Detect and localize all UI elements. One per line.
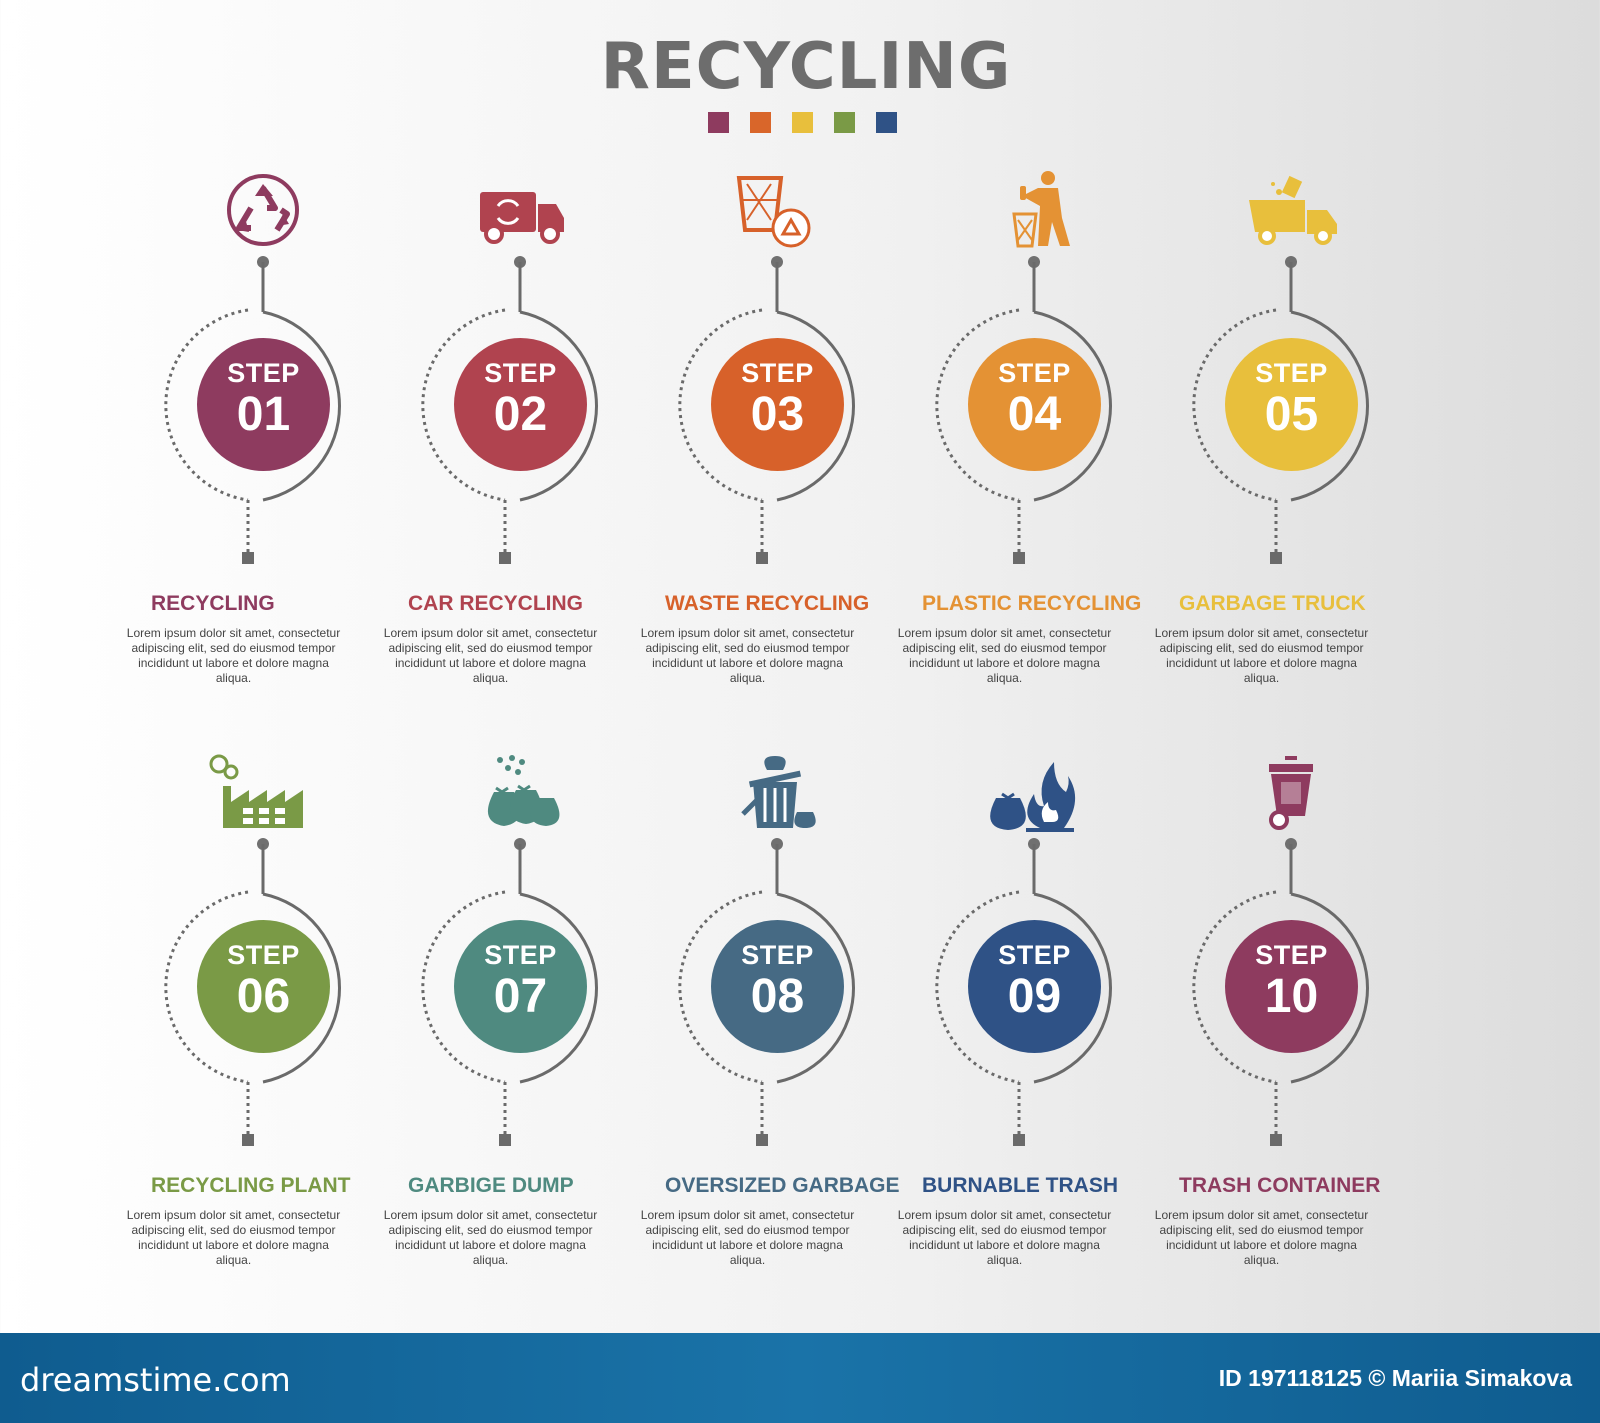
step-description: Lorem ipsum dolor sit amet, consectetur … [1154,626,1369,685]
step-connector [421,838,598,1146]
color-swatch [834,112,855,133]
waste-basket-recycle-icon [717,170,837,250]
step-connector [1192,256,1369,564]
step-description: Lorem ipsum dolor sit amet, consectetur … [126,626,341,685]
step-card: STEP 07 GARBIGE DUMP Lorem ipsum dolor s… [378,752,634,1272]
step-description: Lorem ipsum dolor sit amet, consectetur … [126,1208,341,1267]
step-number: 01 [236,388,291,441]
step-connector [164,256,341,564]
brand-logo-text: dreamstime.com [20,1361,291,1399]
step-card: STEP 05 GARBAGE TRUCK Lorem ipsum dolor … [1149,170,1405,690]
color-swatches [708,112,897,133]
step-card: STEP 10 TRASH CONTAINER Lorem ipsum dolo… [1149,752,1405,1272]
step-card: STEP 01 RECYCLING Lorem ipsum dolor sit … [121,170,377,690]
step-number: 10 [1264,970,1319,1023]
step-circle: STEP 08 [711,920,844,1053]
step-description: Lorem ipsum dolor sit amet, consectetur … [897,626,1112,685]
step-word: STEP [484,358,557,388]
person-throwing-trash-icon [974,170,1094,250]
color-swatch [876,112,897,133]
step-circle: STEP 10 [1225,920,1358,1053]
recycling-truck-icon [460,170,580,250]
step-card: STEP 08 OVERSIZED GARBAGE Lorem ipsum do… [635,752,900,1272]
step-description: Lorem ipsum dolor sit amet, consectetur … [383,626,598,685]
garbage-bags-icon [460,752,580,832]
step-card: STEP 02 CAR RECYCLING Lorem ipsum dolor … [378,170,634,690]
step-word: STEP [227,940,300,970]
step-description: Lorem ipsum dolor sit amet, consectetur … [1154,1208,1369,1267]
garbage-truck-icon [1231,170,1351,250]
step-label: GARBAGE TRUCK [1179,592,1366,615]
step-label: RECYCLING [151,592,275,615]
step-label: WASTE RECYCLING [665,592,870,615]
step-circle: STEP 07 [454,920,587,1053]
step-circle: STEP 03 [711,338,844,471]
wheelie-bin-icon [1231,752,1351,832]
step-circle: STEP 02 [454,338,587,471]
step-circle: STEP 06 [197,920,330,1053]
step-description: Lorem ipsum dolor sit amet, consectetur … [897,1208,1112,1267]
step-label: PLASTIC RECYCLING [922,592,1142,615]
step-number: 08 [750,970,805,1023]
color-swatch [792,112,813,133]
color-swatch [750,112,771,133]
step-label: BURNABLE TRASH [922,1174,1118,1197]
step-word: STEP [1255,358,1328,388]
step-number: 09 [1007,970,1062,1023]
step-label: RECYCLING PLANT [151,1174,351,1197]
step-connector [1192,838,1369,1146]
step-number: 04 [1007,388,1062,441]
step-circle: STEP 05 [1225,338,1358,471]
step-label: GARBIGE DUMP [408,1174,574,1197]
step-connector [421,256,598,564]
step-number: 07 [493,970,548,1023]
step-label: CAR RECYCLING [408,592,584,615]
image-credit: ID 197118125 © Mariia Simakova [1218,1365,1572,1391]
trash-can-bags-icon [717,752,837,832]
step-word: STEP [998,940,1071,970]
step-card: STEP 03 WASTE RECYCLING Lorem ipsum dolo… [635,170,891,690]
step-description: Lorem ipsum dolor sit amet, consectetur … [383,1208,598,1267]
burning-trash-icon [974,752,1094,832]
step-word: STEP [1255,940,1328,970]
step-connector [935,256,1112,564]
step-card: STEP 04 PLASTIC RECYCLING Lorem ipsum do… [892,170,1148,690]
page-title: RECYCLING [600,30,1012,104]
step-circle: STEP 09 [968,920,1101,1053]
factory-icon [203,752,323,832]
step-connector [678,256,855,564]
color-swatch [708,112,729,133]
step-label: TRASH CONTAINER [1179,1174,1381,1197]
step-word: STEP [227,358,300,388]
step-card: STEP 06 RECYCLING PLANT Lorem ipsum dolo… [121,752,377,1272]
step-number: 05 [1264,388,1319,441]
step-label: OVERSIZED GARBAGE [665,1174,900,1197]
step-description: Lorem ipsum dolor sit amet, consectetur … [640,1208,855,1267]
step-connector [164,838,341,1146]
step-connector [678,838,855,1146]
step-word: STEP [998,358,1071,388]
step-number: 06 [236,970,291,1023]
step-word: STEP [741,358,814,388]
step-connector [935,838,1112,1146]
step-word: STEP [484,940,557,970]
step-circle: STEP 01 [197,338,330,471]
step-card: STEP 09 BURNABLE TRASH Lorem ipsum dolor… [892,752,1148,1272]
step-circle: STEP 04 [968,338,1101,471]
recycle-icon [203,170,323,250]
step-number: 03 [750,388,805,441]
step-number: 02 [493,388,548,441]
step-word: STEP [741,940,814,970]
footer-bar: dreamstime.com ID 197118125 © Mariia Sim… [0,1333,1600,1423]
step-description: Lorem ipsum dolor sit amet, consectetur … [640,626,855,685]
